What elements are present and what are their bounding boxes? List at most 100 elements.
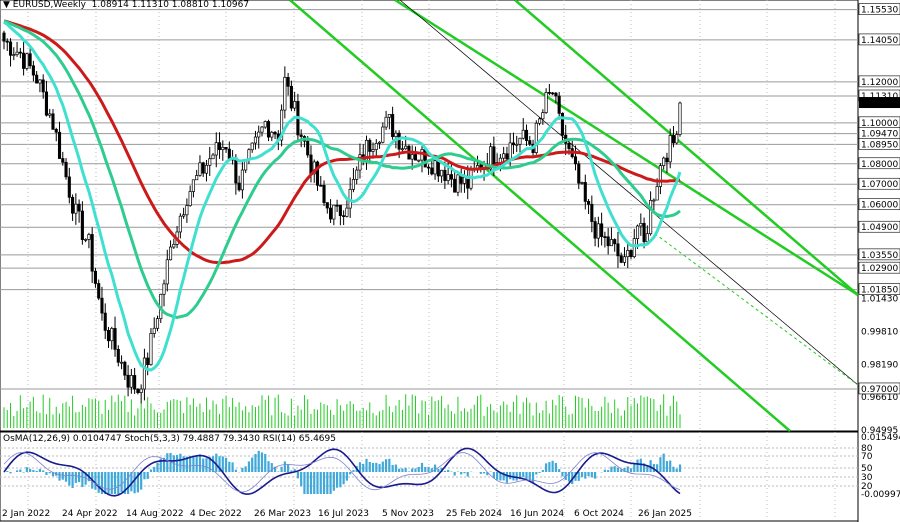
candle-body [240, 169, 244, 191]
candle-body [544, 92, 548, 113]
candle-body [129, 375, 133, 388]
price-axis-label: 1.04900 [861, 223, 898, 233]
channel-mid-line [514, 0, 859, 296]
indicator-level-label: 70 [861, 452, 873, 462]
candle-body [123, 361, 127, 376]
price-axis-label: 0.99810 [861, 327, 898, 337]
candle-body [142, 357, 146, 390]
price-axis-label: 1.12000 [861, 78, 898, 88]
candle-body [165, 259, 169, 285]
candle-body [110, 328, 114, 342]
candle-body [211, 154, 215, 160]
volume-bars [3, 394, 681, 428]
symbol-label: EURUSD,Weekly [12, 0, 86, 10]
candle-body [338, 204, 342, 216]
candle-body [622, 256, 627, 263]
price-axis-label: 1.15530 [861, 6, 898, 16]
candle-body [511, 142, 515, 146]
candle-body [508, 142, 512, 160]
candle-body [645, 233, 649, 243]
candle-body [51, 113, 55, 130]
candle-body [293, 101, 297, 109]
price-label-box [858, 75, 900, 88]
candle-body [524, 129, 529, 141]
collapse-triangle-icon[interactable]: ▼ [3, 0, 13, 10]
candle-body [8, 41, 13, 56]
candle-body [560, 112, 564, 136]
candle-body [273, 131, 277, 135]
candle-body [136, 388, 140, 393]
candle-body [35, 74, 39, 84]
candle-body [342, 215, 346, 217]
candle-body [204, 164, 209, 174]
price-label-box [858, 382, 900, 395]
candle-body [185, 205, 189, 216]
candle-body [378, 141, 382, 144]
candle-body [629, 250, 633, 258]
candle-body [309, 154, 313, 175]
candle-body [266, 121, 271, 138]
candle-body [658, 165, 662, 187]
candle-body [374, 142, 378, 150]
candle-body [626, 250, 630, 258]
candle-body [430, 167, 434, 175]
candle-body [224, 146, 228, 150]
candle-body [312, 161, 316, 175]
candle-body [662, 157, 666, 166]
candle-body [577, 163, 581, 184]
indicator-level-label: 0.015494 [861, 433, 900, 443]
candle-body [675, 134, 679, 144]
candle-body [655, 186, 659, 201]
candle-body [41, 79, 45, 93]
candle-body [433, 160, 437, 175]
candle-body [613, 239, 617, 245]
candle-body [603, 236, 607, 238]
candle-body [600, 223, 604, 237]
x-axis-label: 16 Jun 2024 [510, 509, 564, 519]
candle-body [593, 221, 597, 239]
candle-body [368, 139, 372, 152]
candle-body [172, 244, 176, 248]
candle-body [113, 328, 117, 350]
candle-body [15, 51, 19, 55]
chart-header: ▼ EURUSD,Weekly 1.08914 1.11310 1.08810 … [3, 0, 249, 10]
candle-body [668, 135, 672, 163]
candle-body [596, 223, 600, 239]
candle-body [93, 270, 97, 284]
candle-body [322, 184, 326, 203]
candle-body [48, 113, 52, 116]
candle-body [551, 92, 555, 95]
candle-body [489, 146, 493, 170]
rsi-line [3, 452, 681, 493]
candle-body [355, 169, 359, 180]
candle-body [502, 153, 506, 159]
trend-thin-line [399, 0, 859, 386]
ohlc-values: 1.08914 1.11310 1.08810 1.10967 [91, 0, 250, 10]
candle-body [351, 179, 355, 190]
current-price-box [859, 97, 900, 109]
candle-body [557, 95, 561, 114]
candle-body [260, 126, 264, 133]
candle-body [462, 177, 467, 184]
ma-green-line [3, 19, 681, 320]
candle-body [587, 201, 591, 205]
candle-body [299, 134, 303, 137]
candle-body [217, 142, 222, 150]
candle-body [64, 161, 68, 178]
candle-body [436, 160, 440, 177]
candle-body [394, 132, 398, 138]
candle-body [22, 52, 26, 69]
candle-body [397, 132, 401, 150]
price-axis-label: 1.01850 [861, 286, 898, 296]
indicator-level-label: 80 [861, 444, 873, 454]
candle-body [178, 215, 182, 233]
candle-body [12, 54, 16, 56]
candle-body [400, 148, 404, 151]
candle-body [547, 92, 551, 94]
candle-body [446, 174, 450, 181]
candle-body [387, 114, 391, 118]
price-axis-label: 1.03550 [861, 251, 898, 261]
x-axis-label: 16 Jul 2023 [318, 509, 369, 519]
candle-body [286, 76, 290, 87]
x-axis-label: 6 Oct 2024 [574, 509, 624, 519]
